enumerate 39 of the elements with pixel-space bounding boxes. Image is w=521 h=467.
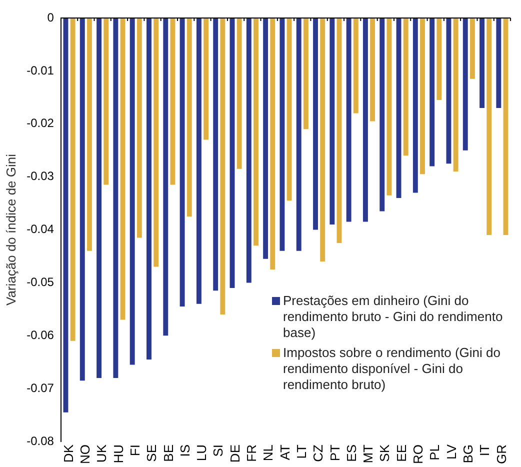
x-tick-label: FR	[244, 444, 260, 462]
y-tick-label: 0	[47, 10, 54, 24]
x-tick-label: SK	[377, 444, 392, 462]
x-tick-label: DK	[60, 444, 76, 463]
y-tick-label: -0.02	[26, 116, 54, 130]
x-tick-label: PL	[427, 444, 442, 460]
x-tick-label: BE	[160, 444, 176, 462]
x-tick-label: PT	[327, 444, 342, 462]
x-tick-label: DE	[227, 444, 242, 463]
x-tick-label: SI	[210, 444, 226, 457]
x-tick-label: NL	[260, 444, 276, 462]
x-tick-label: LV	[444, 444, 459, 460]
x-tick-label: UK	[94, 444, 110, 463]
y-axis-title: Variação do índice de Gini	[3, 154, 18, 306]
y-tick-label: -0.08	[26, 434, 54, 448]
x-tick-label: MT	[360, 444, 376, 464]
x-tick-label: IS	[177, 444, 192, 457]
y-tick-label: -0.04	[26, 222, 54, 236]
y-tick-label: -0.06	[26, 328, 54, 342]
y-tick-label: -0.03	[26, 169, 54, 184]
y-tick-label: -0.01	[26, 63, 54, 78]
x-tick-label: FI	[127, 444, 142, 456]
x-tick-label: LU	[194, 444, 210, 462]
x-tick-label: BG	[460, 444, 476, 464]
y-tick-label: -0.07	[26, 380, 54, 395]
x-tick-label: GR	[494, 444, 509, 464]
x-tick-label: NO	[78, 444, 93, 464]
y-tick-label: -0.05	[26, 275, 54, 289]
x-tick-label: EE	[394, 444, 409, 462]
x-tick-label: RO	[410, 444, 426, 464]
x-tick-label: LT	[294, 444, 309, 459]
x-tick-label: IT	[477, 444, 492, 456]
x-tick-label: HU	[110, 444, 126, 464]
x-tick-label: SE	[144, 444, 160, 462]
legend-label: Impostos sobre o rendimento (Gini do rendimento disponível - Gini do rendimento bruto)	[283, 345, 502, 393]
legend-label: Prestações em dinheiro (Gini do rendimento bruto - Gini do rendimento base)	[283, 293, 504, 341]
x-tick-label: ES	[344, 444, 359, 462]
x-tick-label: CZ	[310, 444, 326, 462]
x-tick-label: AT	[277, 444, 292, 460]
